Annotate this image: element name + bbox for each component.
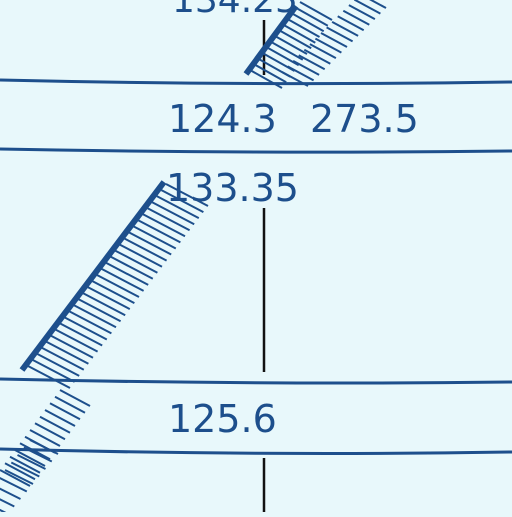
hatch-mark [291,12,325,33]
hatch-mark [44,409,76,427]
hatch-band-middle [19,180,209,389]
hatch-mark [4,469,34,485]
hatch-mark [270,40,304,61]
boundary-line-2 [0,147,512,154]
hatch-mark [36,353,80,377]
hatch-mark [49,402,81,421]
hatch-mark [119,243,163,268]
hatch-mark [0,487,21,500]
hatch-mark [23,446,53,463]
hatch-mark [287,18,320,38]
hatch-mark [54,395,86,414]
hatch-mark [110,255,154,280]
hatch-mark [142,213,186,238]
label-freq-b: 273.5 [310,97,419,141]
hatch-mark [292,60,320,76]
hatch-mark [274,35,308,55]
hatch-edge-top [243,4,299,76]
hatch-mark [282,23,316,44]
hatch-mark [249,69,283,89]
hatch-band-top [243,0,387,89]
hatch-mark [82,292,126,317]
hatch-mark [27,365,71,389]
hatch-mark [165,183,209,207]
label-freq-a: 124.3 [168,97,277,141]
label-freq-d: 125.6 [168,397,277,441]
hatch-marks-middle [27,183,209,389]
hatch-mark [151,201,195,226]
hatch-mark [298,54,326,71]
hatch-mark [29,429,61,447]
hatch-mark [45,340,89,365]
hatch-mark [73,304,117,329]
hatch-mark [0,477,28,493]
hatch-mark [287,65,315,82]
hatch-mark [281,71,309,87]
hatch-mark [59,322,103,347]
hatch-mark [50,334,94,359]
hatch-mark [253,63,287,84]
hatch-mark [320,32,348,48]
hatch-mark [91,280,135,304]
label-freq-c: 133.35 [166,166,299,210]
hatch-mark [17,454,46,470]
hatch-mark [147,207,191,232]
hatch-mark [303,48,331,65]
hatch-mark [114,249,158,274]
hatch-mark [59,389,91,407]
hatch-mark [342,9,370,26]
hatch-mark [29,439,59,455]
hatch-mark [309,43,337,59]
hatch-mark [299,1,333,21]
hatch-mark [156,195,200,219]
hatch-mark [337,15,365,32]
hatch-mark [0,469,31,487]
hatch-mark [96,274,140,298]
hatch-mark [295,6,329,27]
boundary-line-4 [0,447,512,455]
hatch-mark [64,316,108,341]
hatch-marks-top [249,0,387,89]
hatch-mark [55,328,99,353]
label-a-backdrop [165,90,290,140]
hatch-mark [10,461,40,478]
hatch-mark [19,442,51,461]
hatch-mark [128,231,172,256]
hatch-mark [0,498,15,508]
hatch-mark [78,298,122,323]
hatch-mark [266,46,300,67]
boundary-line-1 [0,78,512,86]
hatch-mark [34,422,66,441]
hatch-mark [9,455,41,474]
hatch-mark [348,4,376,20]
hatch-mark [137,219,181,244]
hatch-mark [314,37,342,54]
hatch-mark [124,237,168,262]
hatch-mark [160,189,204,213]
hatch-mark [14,449,46,467]
hatch-mark [32,359,76,383]
hatch-mark [353,0,381,15]
hatch-mark [326,26,354,43]
hatch-mark [41,346,85,371]
label-top-partial: 134.25 [172,0,298,21]
hatch-mark [87,286,131,310]
hatch-mark [39,415,71,434]
hatch-mark [331,21,359,37]
hatch-mark [369,0,387,9]
hatch-mark [133,225,177,250]
hatch-mark [4,462,36,481]
hatch-mark [101,268,145,292]
hatch-mark [105,262,149,286]
hatch-mark [278,29,312,50]
hatch-edge-middle [19,180,167,372]
hatch-mark [68,310,112,335]
